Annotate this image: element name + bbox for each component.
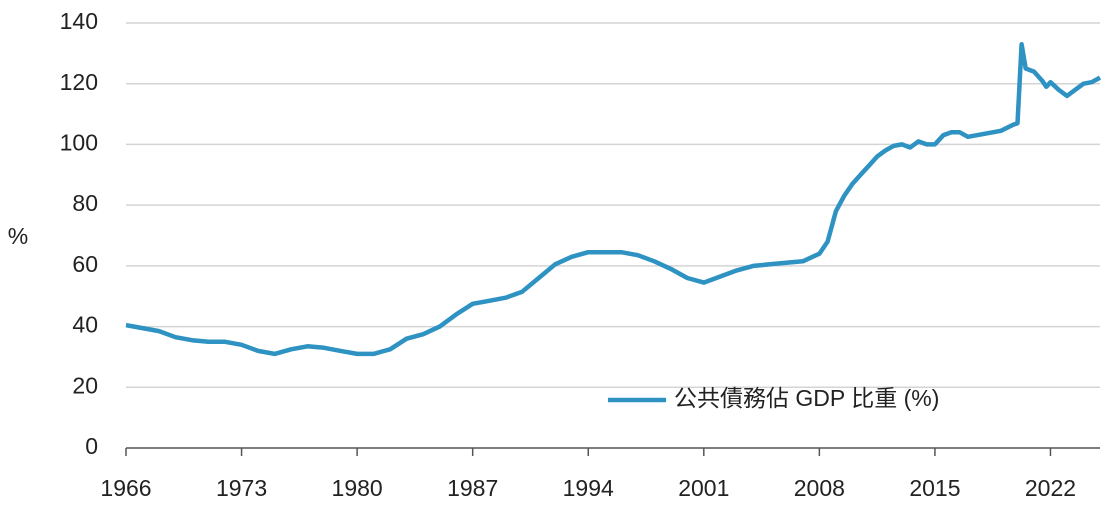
y-tick-label: 60 <box>72 251 98 277</box>
y-tick-label: 0 <box>85 433 98 459</box>
y-tick-label: 20 <box>72 372 98 398</box>
x-tick-label: 1980 <box>332 475 383 501</box>
x-tick-label: 2008 <box>794 475 845 501</box>
legend-label: 公共債務佔 GDP 比重 (%) <box>674 385 939 411</box>
x-tick-label: 2001 <box>678 475 729 501</box>
x-tick-label: 2015 <box>909 475 960 501</box>
y-tick-label: 80 <box>72 190 98 216</box>
y-tick-label: 40 <box>72 312 98 338</box>
y-tick-label: 140 <box>60 8 98 34</box>
y-axis-label: % <box>8 223 28 249</box>
x-tick-label: 1966 <box>100 475 151 501</box>
x-tick-label: 2022 <box>1025 475 1076 501</box>
x-tick-label: 1994 <box>563 475 614 501</box>
x-tick-label: 1973 <box>216 475 267 501</box>
y-tick-label: 100 <box>60 130 98 156</box>
data-line <box>125 42 1102 357</box>
y-tick-label: 120 <box>60 69 98 95</box>
x-tick-label: 1987 <box>447 475 498 501</box>
